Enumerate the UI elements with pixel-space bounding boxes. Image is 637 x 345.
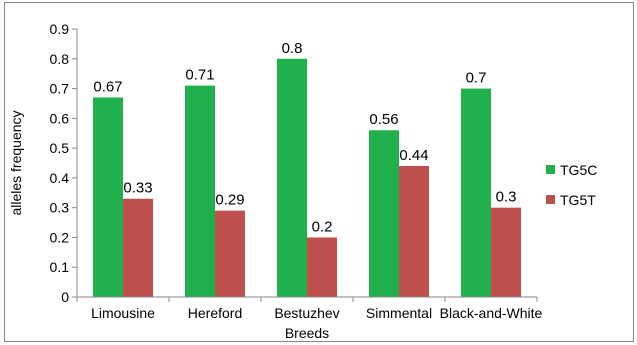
x-tick-label: Bestuzhev [274,305,339,321]
data-labels: 0.67 0.33 0.71 0.29 0.8 0.2 0.56 0.44 0.7 0.3 [93,40,516,236]
y-tick-label: 0.3 [50,200,70,216]
data-label: 0.71 [185,67,214,84]
y-tick-label: 0.7 [50,81,70,97]
bar-tg5c-bestuzhev [277,58,307,298]
data-label: 0.67 [93,78,122,95]
x-axis-ticks: Limousine Hereford Bestuzhev Simmental Black… [76,297,543,321]
y-tick-label: 0.8 [50,51,70,67]
data-label: 0.44 [399,147,428,164]
x-tick-label: Simmental [366,305,432,321]
data-label: 0.8 [282,40,303,57]
data-label: 0.56 [369,111,398,128]
bar-tg5t-simmental [399,165,429,297]
y-axis-title: alleles frequency [8,110,24,215]
y-tick-label: 0 [61,289,69,305]
bars [93,58,521,298]
y-tick-label: 0.6 [50,110,70,126]
bar-tg5c-simmental [369,130,399,297]
y-axis-ticks: 0 0.1 0.2 0.3 0.4 0.5 0.6 0.7 0.8 0.9 [50,21,77,305]
data-label: 0.33 [123,180,152,197]
y-tick-label: 0.4 [50,170,70,186]
data-label: 0.2 [312,218,333,235]
bar-tg5c-black-and-white [461,88,491,297]
data-label: 0.7 [466,70,487,87]
bar-tg5t-bestuzhev [307,237,337,297]
data-label: 0.3 [496,189,517,206]
y-tick-label: 0.9 [50,21,70,37]
legend-swatch-tg5t [546,195,555,204]
bar-tg5t-black-and-white [491,207,521,297]
y-tick-label: 0.1 [50,259,70,275]
legend-swatch-tg5c [546,165,555,174]
x-tick-label: Black-and-White [440,305,543,321]
y-tick-label: 0.5 [50,140,70,156]
bar-chart: 0 0.1 0.2 0.3 0.4 0.5 0.6 0.7 0.8 0.9 Limousine He… [8,21,597,341]
legend-label-tg5t: TG5T [560,192,596,208]
chart-frame: 0 0.1 0.2 0.3 0.4 0.5 0.6 0.7 0.8 0.9 Limousine He… [4,2,634,342]
legend-label-tg5c: TG5C [560,162,597,178]
data-label: 0.29 [215,192,244,209]
bar-tg5c-hereford [185,85,215,297]
x-tick-label: Hereford [188,305,242,321]
x-tick-label: Limousine [91,305,155,321]
y-tick-label: 0.2 [50,229,70,245]
legend: TG5C TG5T [546,162,597,208]
bar-tg5c-limousine [93,97,123,297]
x-axis-title: Breeds [285,325,329,341]
bar-tg5t-hereford [215,210,245,297]
bar-tg5t-limousine [123,198,153,297]
